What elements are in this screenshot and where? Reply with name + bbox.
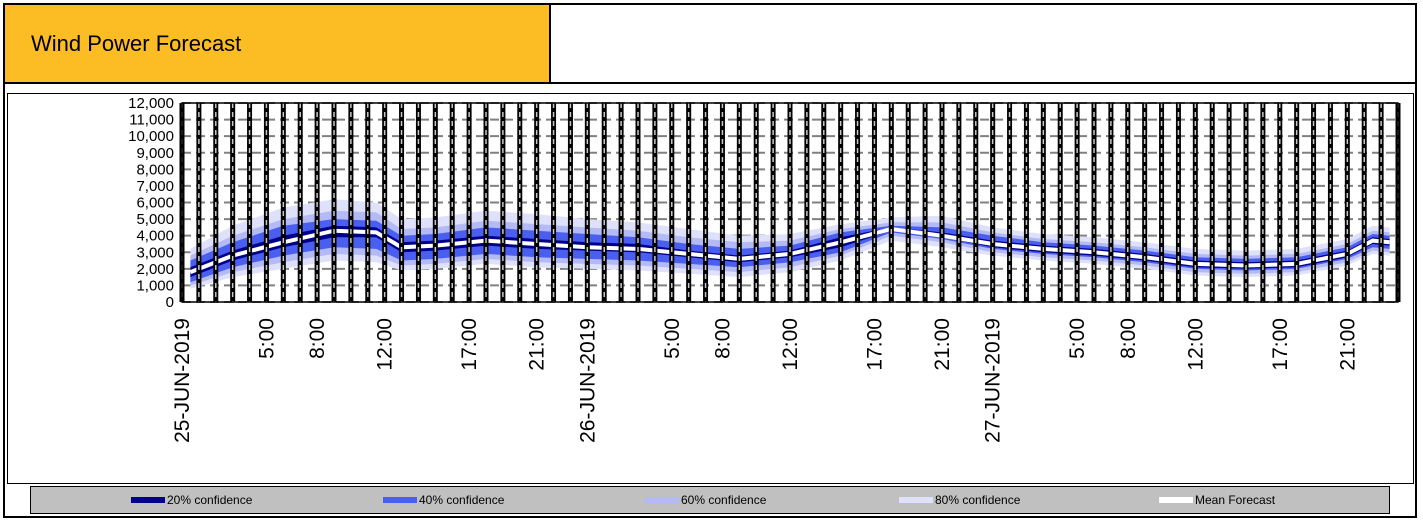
y-tick-label: 5,000 (136, 211, 174, 228)
y-tick-label: 12,000 (128, 95, 174, 112)
chart-legend: 20% confidence 40% confidence 60% confid… (30, 486, 1390, 514)
legend-swatch-mean (1159, 497, 1193, 503)
y-tick-label: 7,000 (136, 178, 174, 195)
legend-swatch-40 (383, 497, 417, 503)
x-tick-label: 12:00 (779, 318, 802, 371)
x-tick-label: 25-JUN-2019 (171, 318, 194, 443)
legend-label-80: 80% confidence (935, 493, 1021, 507)
x-tick-label: 21:00 (1336, 318, 1359, 371)
x-tick-label: 8:00 (306, 318, 329, 359)
x-tick-label: 5:00 (255, 318, 278, 359)
x-tick-label: 21:00 (526, 318, 549, 371)
x-tick-label: 12:00 (374, 318, 397, 371)
y-tick-label: 9,000 (136, 145, 174, 162)
forecast-chart: 01,0002,0003,0004,0005,0006,0007,0008,00… (128, 95, 1401, 443)
y-tick-label: 6,000 (136, 195, 174, 212)
x-tick-label: 27-JUN-2019 (982, 318, 1005, 443)
x-tick-label: 17:00 (863, 318, 886, 371)
legend-item-80: 80% confidence (899, 487, 1020, 513)
page-title: Wind Power Forecast (31, 30, 242, 56)
legend-label-60: 60% confidence (681, 493, 767, 507)
legend-swatch-80 (899, 497, 933, 503)
legend-item-40: 40% confidence (383, 487, 504, 513)
y-tick-label: 2,000 (136, 261, 174, 278)
header-blank-cell (549, 3, 1417, 84)
y-tick-label: 4,000 (136, 228, 174, 245)
y-tick-label: 1,000 (136, 277, 174, 294)
y-tick-label: 8,000 (136, 161, 174, 178)
y-tick-label: 11,000 (129, 112, 174, 129)
x-tick-label: 12:00 (1184, 318, 1207, 371)
legend-label-40: 40% confidence (419, 493, 505, 507)
legend-label-mean: Mean Forecast (1195, 493, 1276, 507)
y-tick-label: 3,000 (136, 244, 174, 261)
legend-label-20: 20% confidence (167, 493, 253, 507)
x-tick-label: 5:00 (661, 318, 684, 359)
legend-item-mean: Mean Forecast (1159, 487, 1275, 513)
y-tick-label: 10,000 (128, 128, 174, 145)
x-tick-label: 17:00 (1269, 318, 1292, 371)
title-cell: Wind Power Forecast (3, 3, 551, 84)
x-tick-label: 21:00 (931, 318, 954, 371)
x-tick-label: 5:00 (1066, 318, 1089, 359)
x-tick-label: 17:00 (458, 318, 481, 371)
legend-swatch-20 (131, 497, 165, 503)
x-tick-label: 8:00 (1117, 318, 1140, 359)
x-tick-label: 8:00 (711, 318, 734, 359)
x-tick-label: 26-JUN-2019 (576, 318, 599, 443)
chart-area (7, 93, 1414, 484)
plot-frame (181, 102, 1399, 303)
legend-swatch-60 (645, 497, 679, 503)
legend-item-20: 20% confidence (131, 487, 252, 513)
legend-item-60: 60% confidence (645, 487, 766, 513)
y-tick-label: 0 (166, 294, 174, 311)
